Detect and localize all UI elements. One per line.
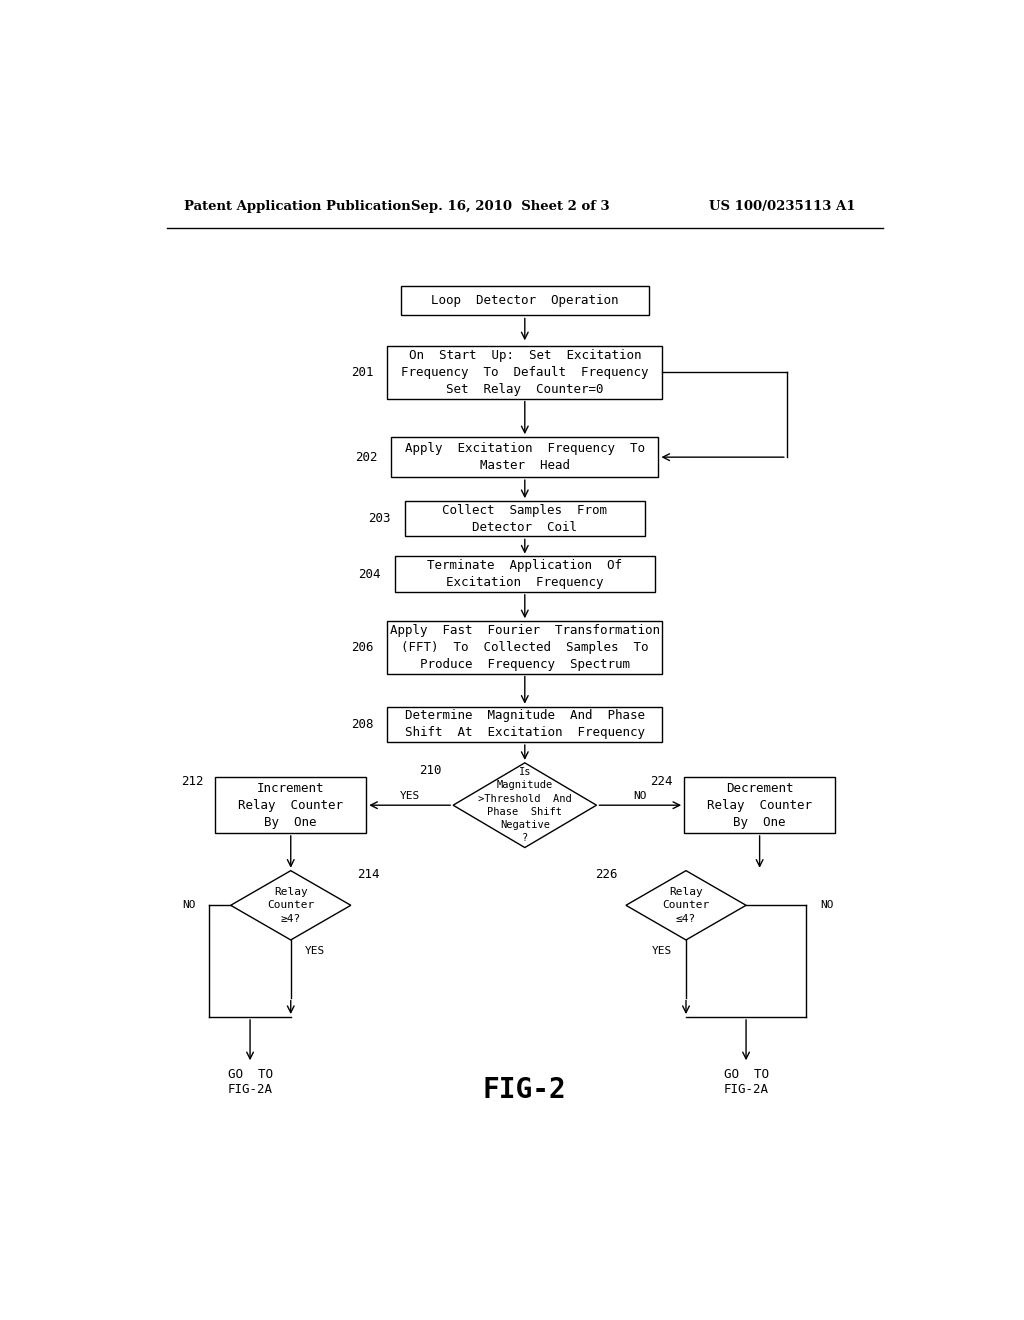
Polygon shape (230, 871, 351, 940)
Text: Is
Magnitude
>Threshold  And
Phase  Shift
Negative
?: Is Magnitude >Threshold And Phase Shift … (478, 767, 571, 843)
Text: Increment
Relay  Counter
By  One: Increment Relay Counter By One (239, 781, 343, 829)
Text: Relay
Counter
≤4?: Relay Counter ≤4? (663, 887, 710, 924)
FancyBboxPatch shape (391, 437, 658, 478)
Text: 208: 208 (351, 718, 374, 731)
Text: Apply  Fast  Fourier  Transformation
(FFT)  To  Collected  Samples  To
Produce  : Apply Fast Fourier Transformation (FFT) … (390, 624, 659, 671)
FancyBboxPatch shape (387, 706, 663, 742)
Text: GO  TO
FIG-2A: GO TO FIG-2A (227, 1068, 272, 1097)
FancyBboxPatch shape (215, 777, 367, 833)
Text: Patent Application Publication: Patent Application Publication (183, 199, 411, 213)
Text: Sep. 16, 2010  Sheet 2 of 3: Sep. 16, 2010 Sheet 2 of 3 (411, 199, 609, 213)
FancyBboxPatch shape (400, 286, 649, 315)
Text: Terminate  Application  Of
Excitation  Frequency: Terminate Application Of Excitation Freq… (427, 560, 623, 589)
Text: Loop  Detector  Operation: Loop Detector Operation (431, 294, 618, 308)
FancyBboxPatch shape (404, 502, 645, 536)
Text: 210: 210 (419, 764, 441, 777)
Text: Collect  Samples  From
Detector  Coil: Collect Samples From Detector Coil (442, 504, 607, 533)
Polygon shape (626, 871, 746, 940)
Text: NO: NO (634, 791, 647, 801)
Text: On  Start  Up:  Set  Excitation
Frequency  To  Default  Frequency
Set  Relay  Co: On Start Up: Set Excitation Frequency To… (401, 348, 648, 396)
Text: 204: 204 (358, 568, 381, 581)
Text: 202: 202 (354, 450, 377, 463)
Text: 203: 203 (369, 512, 391, 525)
Text: 214: 214 (357, 869, 380, 880)
FancyBboxPatch shape (387, 346, 663, 399)
Text: 226: 226 (595, 869, 617, 880)
FancyBboxPatch shape (395, 557, 654, 591)
Text: Determine  Magnitude  And  Phase
Shift  At  Excitation  Frequency: Determine Magnitude And Phase Shift At E… (404, 709, 645, 739)
Text: FIG-2: FIG-2 (483, 1076, 566, 1104)
Text: GO  TO
FIG-2A: GO TO FIG-2A (724, 1068, 769, 1097)
Text: US 100/0235113 A1: US 100/0235113 A1 (710, 199, 856, 213)
Text: YES: YES (399, 791, 420, 801)
Text: Relay
Counter
≥4?: Relay Counter ≥4? (267, 887, 314, 924)
Text: 206: 206 (351, 640, 374, 653)
FancyBboxPatch shape (684, 777, 836, 833)
Text: NO: NO (182, 900, 196, 911)
Text: YES: YES (305, 946, 325, 957)
Text: Decrement
Relay  Counter
By  One: Decrement Relay Counter By One (708, 781, 812, 829)
Polygon shape (453, 763, 597, 847)
FancyBboxPatch shape (387, 622, 663, 673)
Text: NO: NO (820, 900, 834, 911)
Text: 224: 224 (650, 775, 673, 788)
Text: 201: 201 (351, 366, 374, 379)
Text: Apply  Excitation  Frequency  To
Master  Head: Apply Excitation Frequency To Master Hea… (404, 442, 645, 473)
Text: 212: 212 (181, 775, 204, 788)
Text: YES: YES (652, 946, 672, 957)
